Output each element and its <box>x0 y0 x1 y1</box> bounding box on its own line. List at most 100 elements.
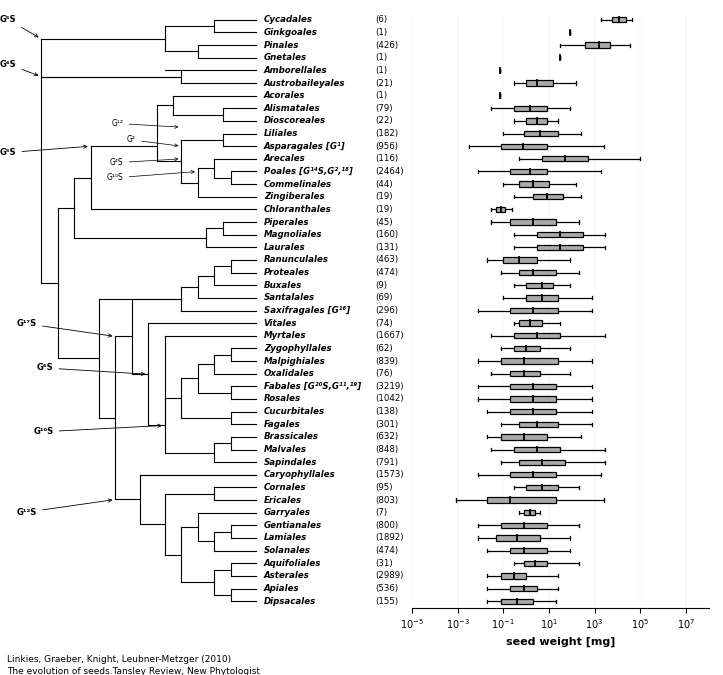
Text: Cucurbitales: Cucurbitales <box>264 407 325 416</box>
Bar <box>501 599 533 604</box>
Text: G⁵S: G⁵S <box>0 145 87 157</box>
Text: (3219): (3219) <box>375 382 403 391</box>
Text: G⁶S: G⁶S <box>37 363 145 375</box>
Text: Malpighiales: Malpighiales <box>264 356 325 366</box>
Text: Dipsacales: Dipsacales <box>264 597 316 605</box>
Text: (1892): (1892) <box>375 533 403 543</box>
Bar <box>510 371 540 377</box>
Bar <box>510 396 556 402</box>
Text: Myrtales: Myrtales <box>264 331 307 340</box>
Bar <box>526 118 547 124</box>
Text: (69): (69) <box>375 294 393 302</box>
Text: Vitales: Vitales <box>264 319 297 327</box>
Text: (956): (956) <box>375 142 398 151</box>
Bar <box>524 131 558 136</box>
Text: Zygophyllales: Zygophyllales <box>264 344 331 353</box>
Text: Oxalidales: Oxalidales <box>264 369 315 378</box>
Bar <box>514 447 560 452</box>
Bar <box>519 321 542 326</box>
Bar <box>510 548 547 554</box>
Text: Santalales: Santalales <box>264 294 315 302</box>
Bar <box>487 497 556 503</box>
Text: (301): (301) <box>375 420 398 429</box>
Text: (116): (116) <box>375 155 398 163</box>
Text: (160): (160) <box>375 230 398 239</box>
Bar <box>510 308 558 313</box>
Text: (2464): (2464) <box>375 167 403 176</box>
Text: Commelinales: Commelinales <box>264 180 332 188</box>
Text: (1): (1) <box>375 91 387 100</box>
Text: Brassicales: Brassicales <box>264 433 319 441</box>
Bar <box>514 333 560 338</box>
Text: Solanales: Solanales <box>264 546 311 555</box>
Text: (296): (296) <box>375 306 398 315</box>
Bar <box>497 207 505 212</box>
Text: (6): (6) <box>375 16 387 24</box>
Text: Asparagales [G¹]: Asparagales [G¹] <box>264 142 346 151</box>
Text: G⁶S: G⁶S <box>0 59 38 76</box>
Bar <box>526 295 558 300</box>
Text: Rosales: Rosales <box>264 394 301 404</box>
Text: Buxales: Buxales <box>264 281 302 290</box>
Text: Arecales: Arecales <box>264 155 306 163</box>
Text: (800): (800) <box>375 521 398 530</box>
Text: (138): (138) <box>375 407 398 416</box>
Text: Ericales: Ericales <box>264 495 302 505</box>
Bar <box>514 346 540 351</box>
Text: Asterales: Asterales <box>264 572 309 580</box>
Text: (848): (848) <box>375 445 398 454</box>
Bar <box>542 156 588 161</box>
Text: (19): (19) <box>375 192 393 201</box>
Text: (9): (9) <box>375 281 387 290</box>
Text: Magnoliales: Magnoliales <box>264 230 322 239</box>
Text: (79): (79) <box>375 104 393 113</box>
Text: (155): (155) <box>375 597 398 605</box>
Text: (536): (536) <box>375 584 398 593</box>
Bar <box>533 194 562 199</box>
Text: G²: G² <box>127 136 178 147</box>
Bar <box>510 219 556 225</box>
Text: (839): (839) <box>375 356 398 366</box>
Text: (463): (463) <box>375 255 398 265</box>
Text: Cornales: Cornales <box>264 483 307 492</box>
Text: (31): (31) <box>375 559 393 568</box>
Bar <box>514 105 547 111</box>
Bar <box>501 573 526 578</box>
Text: Dioscoreales: Dioscoreales <box>264 116 326 126</box>
Text: Aquifoliales: Aquifoliales <box>264 559 321 568</box>
Text: Ranunculales: Ranunculales <box>264 255 329 265</box>
Text: Garryales: Garryales <box>264 508 311 517</box>
Text: Caryophyllales: Caryophyllales <box>264 470 335 479</box>
Text: (131): (131) <box>375 243 398 252</box>
Text: Fagales: Fagales <box>264 420 301 429</box>
Bar <box>510 472 556 477</box>
Text: (474): (474) <box>375 546 398 555</box>
Bar <box>510 169 547 174</box>
Text: (62): (62) <box>375 344 393 353</box>
Text: Gnetales: Gnetales <box>264 53 307 62</box>
Text: Apiales: Apiales <box>264 584 299 593</box>
Bar <box>586 43 610 48</box>
Text: G¹⁰S: G¹⁰S <box>107 171 194 182</box>
Text: (7): (7) <box>375 508 387 517</box>
Bar <box>526 283 553 288</box>
Text: G⁵S: G⁵S <box>0 16 38 37</box>
Text: (44): (44) <box>375 180 393 188</box>
Bar <box>612 17 626 22</box>
Text: G¹⁷S: G¹⁷S <box>17 319 112 337</box>
Bar <box>526 485 558 490</box>
Text: Austrobaileyales: Austrobaileyales <box>264 78 346 88</box>
Bar <box>510 409 556 414</box>
Text: Malvales: Malvales <box>264 445 307 454</box>
Bar <box>524 561 547 566</box>
Text: (2989): (2989) <box>375 572 403 580</box>
Text: (1573): (1573) <box>375 470 403 479</box>
Text: (1): (1) <box>375 66 387 75</box>
Text: (632): (632) <box>375 433 398 441</box>
Bar <box>510 383 556 389</box>
Text: Pinales: Pinales <box>264 40 299 49</box>
Text: (1667): (1667) <box>375 331 403 340</box>
Bar <box>537 232 583 238</box>
Text: Laurales: Laurales <box>264 243 305 252</box>
Text: (19): (19) <box>375 205 393 214</box>
